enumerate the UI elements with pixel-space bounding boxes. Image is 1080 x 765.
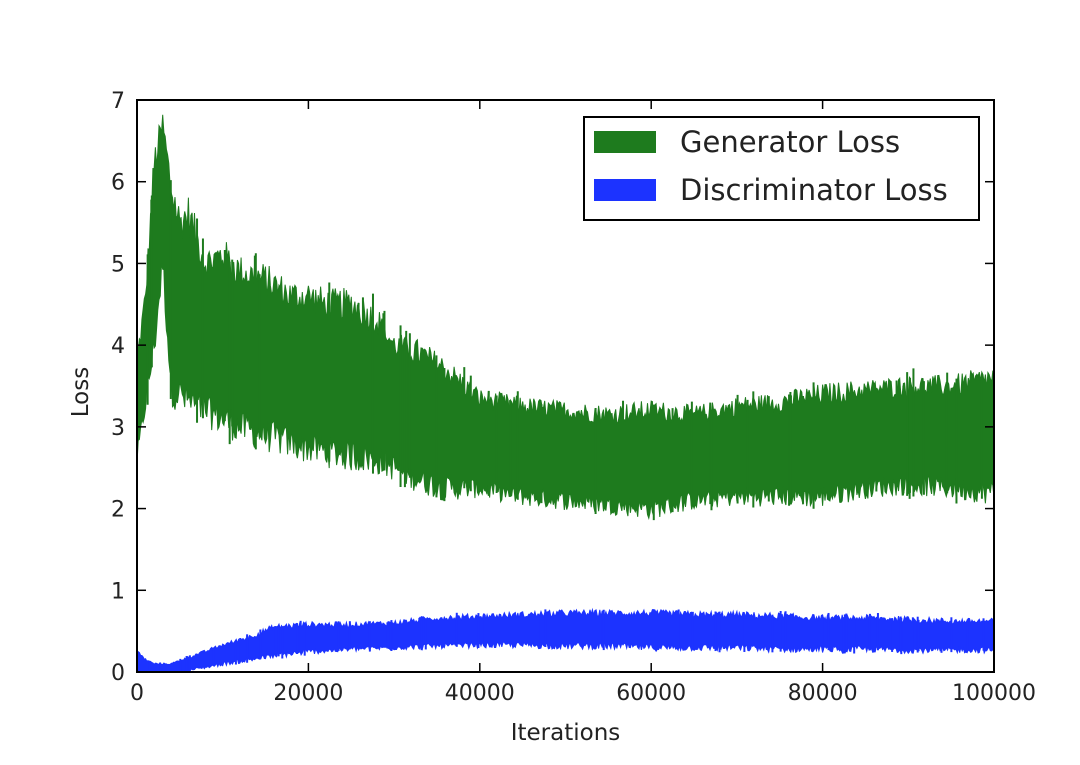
y-tick-label: 6 (111, 171, 125, 196)
legend-label-generator: Generator Loss (680, 125, 900, 159)
plot-area (136, 114, 995, 673)
x-tick-label: 20000 (273, 681, 343, 706)
y-tick-label: 4 (111, 334, 125, 359)
legend-label-discriminator: Discriminator Loss (680, 173, 948, 207)
plot-frame (136, 99, 995, 673)
legend: Generator Loss Discriminator Loss (583, 116, 980, 221)
y-tick-label: 5 (111, 252, 125, 277)
series-band-discriminator (136, 607, 995, 673)
x-tick-label: 80000 (788, 681, 858, 706)
y-tick-label: 2 (111, 498, 125, 523)
legend-swatch-generator (594, 131, 656, 153)
legend-swatch-discriminator (594, 179, 656, 201)
y-axis: 0 1 2 3 4 5 6 7 (111, 89, 994, 686)
y-tick-label: 7 (111, 89, 125, 114)
x-tick-label: 40000 (445, 681, 515, 706)
y-tick-label: 0 (111, 661, 125, 686)
legend-box (583, 116, 980, 221)
x-tick-label: 100000 (952, 681, 1036, 706)
x-axis-label: Iterations (511, 720, 621, 746)
y-axis-label: Loss (68, 367, 94, 417)
x-tick-label: 0 (130, 681, 144, 706)
y-tick-label: 3 (111, 416, 125, 441)
x-axis: 0 20000 40000 60000 80000 100000 (130, 100, 1036, 706)
y-tick-label: 1 (111, 579, 125, 604)
x-tick-label: 60000 (616, 681, 686, 706)
